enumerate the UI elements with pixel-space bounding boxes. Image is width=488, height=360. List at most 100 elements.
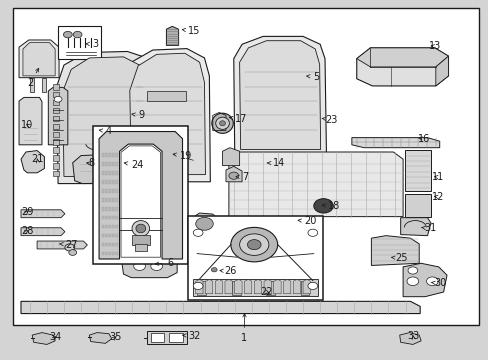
Polygon shape (215, 279, 222, 294)
Polygon shape (222, 148, 239, 166)
Polygon shape (112, 207, 114, 211)
Polygon shape (166, 26, 178, 45)
Polygon shape (197, 280, 205, 295)
Polygon shape (105, 153, 107, 157)
Text: 8: 8 (86, 158, 94, 168)
Polygon shape (105, 198, 107, 202)
Ellipse shape (193, 282, 203, 289)
Polygon shape (254, 279, 261, 294)
Polygon shape (190, 213, 219, 231)
Ellipse shape (230, 228, 277, 262)
Polygon shape (53, 171, 59, 176)
Polygon shape (105, 225, 107, 229)
Polygon shape (115, 189, 118, 193)
Polygon shape (112, 216, 114, 220)
Polygon shape (115, 207, 118, 211)
Polygon shape (400, 218, 430, 236)
Polygon shape (303, 279, 310, 294)
Polygon shape (53, 84, 59, 90)
Bar (150, 333, 164, 342)
Polygon shape (108, 153, 111, 157)
Ellipse shape (94, 135, 102, 140)
Bar (404, 150, 430, 192)
Ellipse shape (136, 224, 145, 233)
Text: 26: 26 (220, 266, 236, 276)
Polygon shape (102, 162, 104, 166)
Polygon shape (129, 53, 205, 175)
Polygon shape (102, 252, 104, 255)
Polygon shape (300, 280, 309, 295)
Polygon shape (225, 166, 242, 182)
Ellipse shape (307, 282, 317, 289)
Polygon shape (112, 189, 114, 193)
Text: 4: 4 (99, 126, 111, 136)
Text: 15: 15 (182, 26, 201, 36)
Polygon shape (356, 48, 447, 67)
Polygon shape (105, 234, 107, 238)
Polygon shape (115, 216, 118, 220)
Polygon shape (102, 243, 104, 247)
Bar (58, 26, 101, 59)
Text: 30: 30 (430, 278, 445, 288)
Polygon shape (32, 333, 55, 345)
Polygon shape (21, 150, 44, 173)
Text: 28: 28 (21, 226, 34, 236)
Polygon shape (115, 225, 118, 229)
Polygon shape (19, 40, 59, 78)
Polygon shape (351, 138, 439, 148)
Text: 27: 27 (59, 240, 77, 249)
Polygon shape (102, 225, 104, 229)
Polygon shape (244, 279, 251, 294)
Polygon shape (105, 252, 107, 255)
Polygon shape (53, 147, 59, 153)
Polygon shape (115, 234, 118, 238)
Polygon shape (105, 189, 107, 193)
Polygon shape (224, 279, 232, 294)
Text: 3: 3 (86, 39, 98, 49)
Polygon shape (108, 243, 111, 247)
Text: 10: 10 (21, 120, 34, 130)
Polygon shape (122, 253, 177, 278)
Polygon shape (108, 171, 111, 175)
Polygon shape (108, 225, 111, 229)
Polygon shape (108, 180, 111, 184)
Polygon shape (115, 243, 118, 247)
Bar (404, 194, 430, 217)
Text: 1: 1 (241, 314, 247, 343)
Bar (146, 331, 186, 345)
Polygon shape (53, 92, 59, 98)
Polygon shape (108, 207, 111, 211)
Polygon shape (102, 180, 104, 184)
Text: 14: 14 (266, 158, 285, 168)
Polygon shape (115, 252, 118, 255)
Polygon shape (102, 189, 104, 193)
Text: 20: 20 (297, 216, 316, 226)
Text: 2: 2 (27, 68, 39, 88)
Polygon shape (53, 116, 59, 121)
Bar (188, 216, 322, 300)
Ellipse shape (247, 240, 261, 249)
Polygon shape (233, 36, 326, 156)
Text: 13: 13 (428, 41, 440, 51)
Polygon shape (115, 162, 118, 166)
Ellipse shape (228, 172, 238, 179)
Polygon shape (370, 236, 418, 265)
Text: 5: 5 (306, 72, 319, 82)
Polygon shape (112, 234, 114, 238)
Text: 29: 29 (21, 207, 34, 217)
Polygon shape (23, 42, 55, 76)
Text: 12: 12 (431, 192, 444, 202)
Polygon shape (53, 123, 59, 129)
Ellipse shape (94, 153, 102, 158)
Polygon shape (112, 252, 114, 255)
Ellipse shape (195, 217, 213, 230)
Polygon shape (112, 153, 114, 157)
Polygon shape (108, 189, 111, 193)
Ellipse shape (307, 229, 317, 237)
Polygon shape (53, 139, 59, 145)
Polygon shape (102, 171, 104, 175)
Polygon shape (112, 162, 114, 166)
Polygon shape (195, 279, 203, 294)
Ellipse shape (54, 96, 62, 102)
Ellipse shape (73, 31, 82, 38)
